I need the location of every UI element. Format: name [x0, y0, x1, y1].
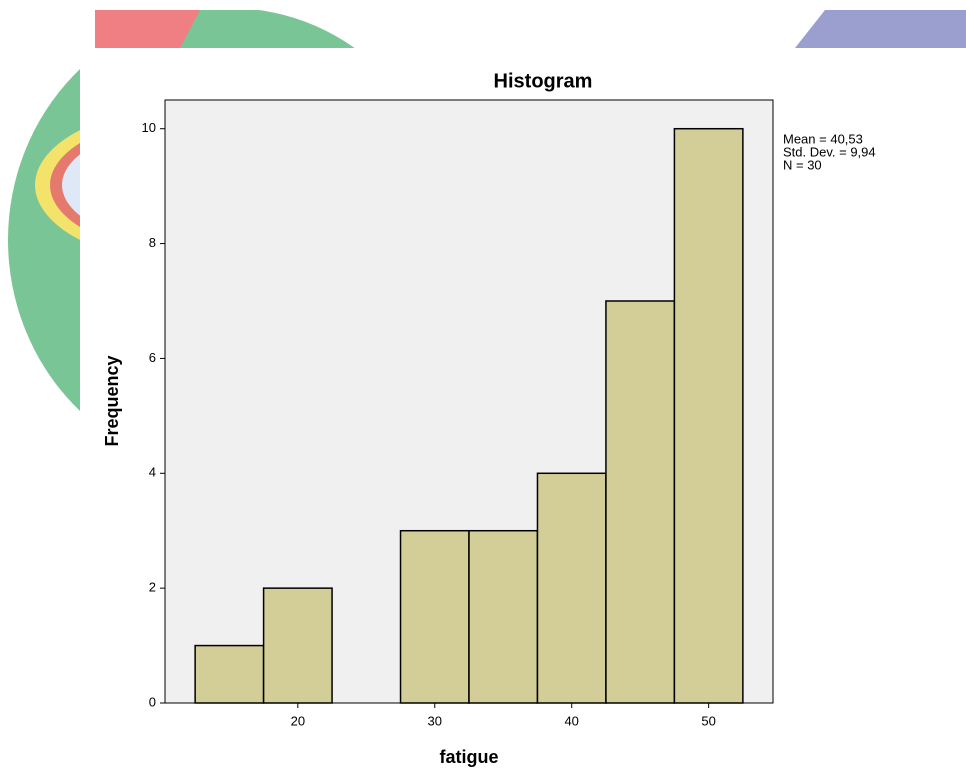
y-tick-label: 10 — [142, 120, 156, 135]
x-axis-label: fatigue — [439, 747, 498, 767]
x-tick-label: 40 — [564, 713, 578, 728]
chart-title: Histogram — [494, 70, 593, 92]
stats-annotation: N = 30 — [783, 157, 822, 172]
y-tick-label: 8 — [149, 235, 156, 250]
y-tick-label: 2 — [149, 580, 156, 595]
bar — [194, 644, 265, 704]
y-axis-label: Frequency — [102, 355, 122, 446]
bar — [536, 472, 607, 704]
bar — [262, 587, 333, 704]
x-tick-label: 50 — [701, 713, 715, 728]
stats-annotation: Std. Dev. = 9,94 — [783, 144, 876, 159]
bar — [673, 127, 744, 704]
y-tick-label: 4 — [149, 465, 156, 480]
stats-annotation: Mean = 40,53 — [783, 131, 863, 146]
y-tick-label: 6 — [149, 350, 156, 365]
x-tick-label: 30 — [428, 713, 442, 728]
y-tick-label: 0 — [149, 694, 156, 709]
x-tick-label: 20 — [291, 713, 305, 728]
bar — [605, 300, 676, 704]
bar — [399, 529, 470, 704]
bar — [468, 529, 539, 704]
